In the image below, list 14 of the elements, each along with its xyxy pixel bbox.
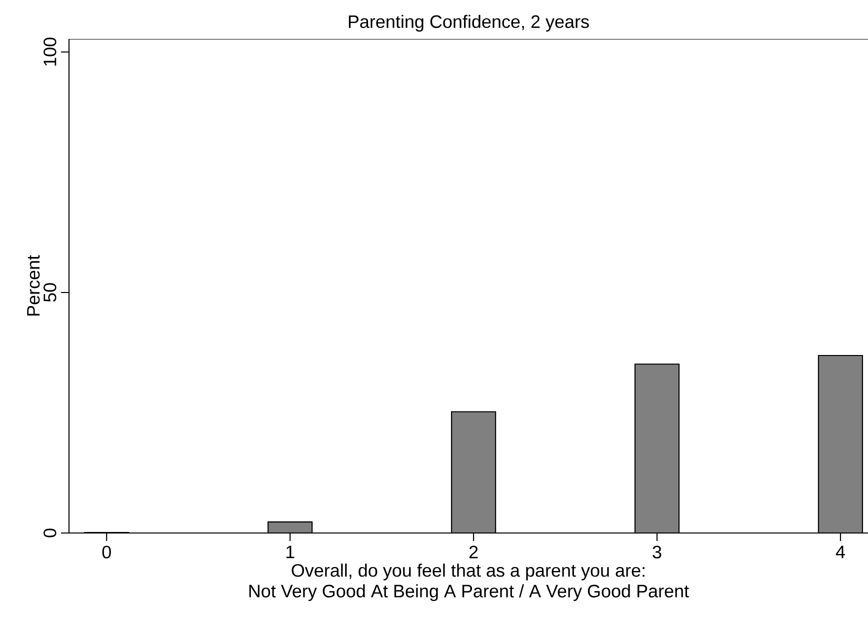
bar [818, 354, 864, 533]
bar [635, 364, 680, 533]
x-tick-label: 2 [469, 546, 478, 558]
x-axis-title: Overall, do you feel that as a parent you are: Not Very Good At Being A Parent / A Very Good Parent [249, 564, 689, 602]
x-tick-label: 3 [652, 546, 662, 558]
y-axis-title: Percent [27, 255, 40, 316]
x-tick-label: 0 [102, 546, 111, 558]
y-tick-label: 50 [44, 283, 56, 302]
y-tick-label: 0 [44, 528, 56, 538]
bar [452, 412, 496, 533]
chart-title: Parenting Confidence, 2 years [348, 14, 589, 32]
y-tick-label: 100 [44, 38, 56, 66]
x-tick-label: 1 [286, 546, 294, 558]
x-tick-label: 4 [836, 546, 845, 558]
